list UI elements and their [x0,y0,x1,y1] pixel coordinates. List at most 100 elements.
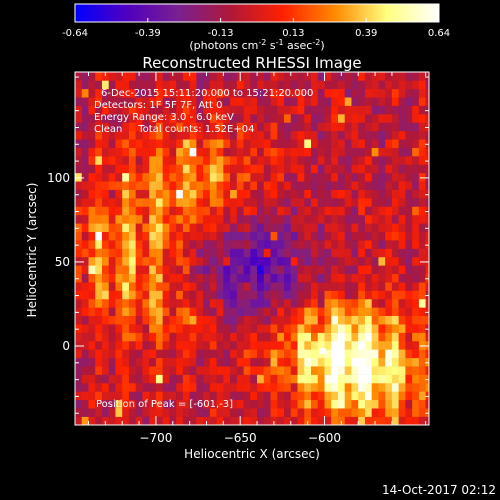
heatmap-cell [115,181,123,190]
heatmap-cell [88,181,96,190]
heatmap-cell [182,198,190,207]
heatmap-cell [284,391,292,401]
heatmap-cell [149,382,157,392]
heatmap-cell [405,408,413,417]
heatmap-cell [236,240,244,249]
heatmap-cell [297,332,305,342]
heatmap-cell [425,114,429,123]
heatmap-cell [115,248,123,258]
heatmap-cell [405,72,413,81]
heatmap-cell [398,298,406,308]
heatmap-cell [311,189,319,199]
heatmap-cell [324,256,332,266]
heatmap-cell [115,156,123,165]
heatmap-cell [277,198,285,207]
heatmap-cell [257,265,265,275]
heatmap-cell [297,307,305,317]
heatmap-cell [418,265,426,275]
heatmap-cell [311,214,319,224]
heatmap-cell [196,114,204,123]
heatmap-cell [108,282,116,291]
heatmap-cell [122,122,130,132]
heatmap-cell [358,366,366,375]
heatmap-cell [425,366,429,375]
heatmap-cell [337,357,346,367]
heatmap-cell [398,282,406,291]
heatmap-cell [250,265,258,275]
heatmap-cell [250,72,258,81]
heatmap-cell [75,366,83,375]
heatmap-cell [405,349,413,359]
heatmap-cell [162,256,170,266]
heatmap-cell [425,147,429,157]
heatmap-cell [290,172,298,182]
heatmap-cell [162,72,170,81]
heatmap-cell [270,231,278,241]
heatmap-cell [230,105,238,115]
heatmap-cell [230,97,238,106]
heatmap-cell [189,223,197,232]
heatmap-cell [398,366,406,375]
heatmap-cell [385,206,393,216]
heatmap-cell [122,214,130,224]
heatmap-cell [317,105,325,115]
heatmap-cell [75,315,83,325]
heatmap-cell [169,122,177,132]
heatmap-cell [331,88,339,98]
heatmap-cell [344,198,352,207]
heatmap-cell [108,357,116,367]
heatmap-cell [337,240,346,249]
heatmap-cell [304,156,312,165]
heatmap-cell [277,189,285,199]
heatmap-cell [81,105,89,115]
heatmap-cell [122,357,130,367]
heatmap-cell [317,189,325,199]
plot-annotations: 6-Dec-2015 15:11:20.000 to 15:21:20.000 … [94,88,313,410]
heatmap-cell [284,349,292,359]
heatmap-cell [75,214,83,224]
heatmap-cell [135,231,143,241]
heatmap-cell [311,408,319,417]
heatmap-cell [142,374,150,384]
heatmap-cell [270,105,278,115]
heatmap-cell [263,349,271,359]
heatmap-cell [425,340,429,350]
heatmap-cell [223,114,231,123]
heatmap-cell [169,307,177,317]
heatmap-cell [344,206,352,216]
heatmap-cell [176,240,184,249]
y-axis-label: Heliocentric Y (arcsec) [25,183,39,318]
heatmap-cell [216,366,224,375]
heatmap-cell [81,198,89,207]
heatmap-cell [418,223,426,232]
heatmap-cell [425,206,429,216]
heatmap-cell [223,256,231,266]
heatmap-cell [405,265,413,275]
heatmap-cell [344,189,352,199]
heatmap-cell [405,172,413,182]
heatmap-cell [209,265,217,275]
heatmap-cell [162,240,170,249]
heatmap-cell [108,324,116,333]
heatmap-cell [122,88,130,98]
heatmap-cell [331,307,339,317]
heatmap-cell [216,349,224,359]
heatmap-cell [95,80,103,90]
heatmap-cell [418,231,426,241]
heatmap-cell [385,282,393,291]
heatmap-cell [223,349,231,359]
heatmap-cell [115,88,123,98]
heatmap-cell [351,147,359,157]
heatmap-cell [169,147,177,157]
heatmap-cell [75,88,83,98]
heatmap-cell [128,80,136,90]
heatmap-cell [324,290,332,300]
heatmap-cell [391,282,399,291]
heatmap-cell [304,357,312,367]
heatmap-cell [142,307,150,317]
heatmap-cell [162,189,170,199]
heatmap-cell [351,282,359,291]
heatmap-cell [122,374,130,384]
heatmap-cell [270,382,278,392]
heatmap-cell [135,214,143,224]
